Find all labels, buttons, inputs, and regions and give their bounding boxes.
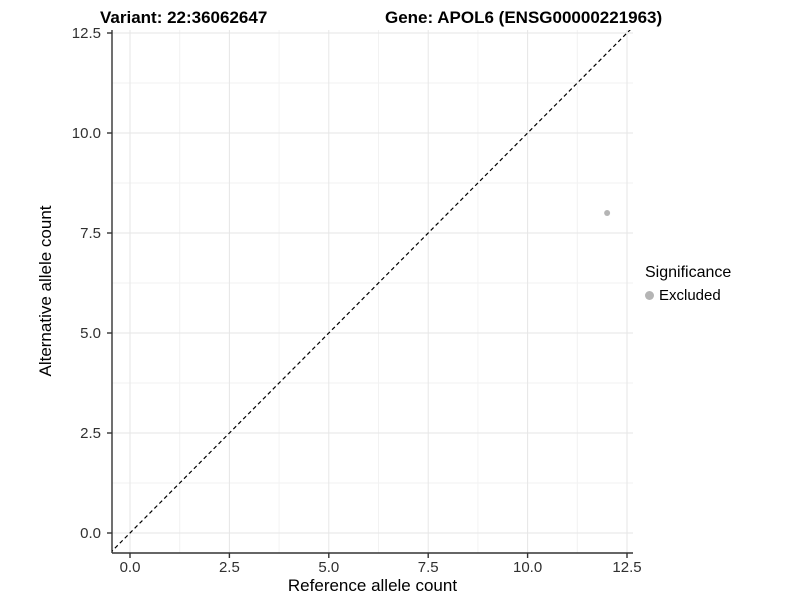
- y-tick-label: 12.5: [71, 25, 101, 42]
- y-tick-label: 0.0: [80, 525, 101, 542]
- y-tick-label: 7.5: [80, 225, 101, 242]
- y-tick-label: 5.0: [80, 325, 101, 342]
- legend-title: Significance: [645, 264, 732, 281]
- x-tick-label: 5.0: [318, 559, 340, 576]
- plot-title-variant: Variant: 22:36062647: [100, 8, 268, 27]
- x-tick-label: 10.0: [512, 559, 543, 576]
- plot-title-gene: Gene: APOL6 (ENSG00000221963): [385, 8, 663, 27]
- x-tick-label: 7.5: [417, 559, 439, 576]
- y-tick-label: 10.0: [71, 125, 101, 142]
- data-point: [604, 210, 611, 216]
- x-tick-label: 12.5: [612, 559, 642, 576]
- legend-item-excluded: Excluded: [645, 287, 731, 304]
- x-axis-title: Reference allele count: [287, 576, 458, 595]
- legend: Significance Excluded: [645, 264, 731, 304]
- legend-item-label: Excluded: [659, 287, 721, 304]
- excluded-marker-icon: [645, 291, 654, 300]
- y-axis-title: Alternative allele count: [36, 205, 55, 377]
- y-tick-label: 2.5: [80, 425, 101, 442]
- x-tick-label: 2.5: [218, 559, 240, 576]
- x-tick-label: 0.0: [119, 559, 141, 576]
